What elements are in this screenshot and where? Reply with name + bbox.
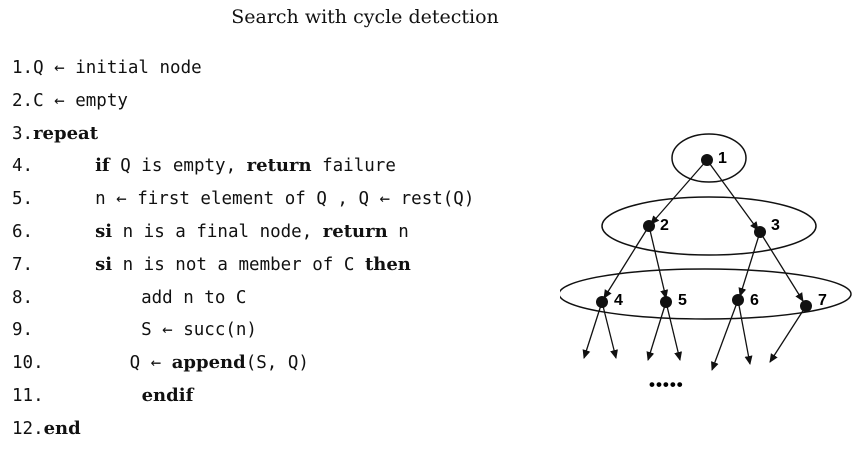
edge-2-4 bbox=[603, 225, 650, 299]
code-line: 4. if Q is empty, return failure bbox=[12, 150, 474, 183]
node-label-7: 7 bbox=[818, 292, 827, 309]
outgoing-arrow bbox=[582, 301, 603, 359]
code-line: 9. S ← succ(n) bbox=[12, 314, 474, 347]
code-keyword: if bbox=[95, 155, 110, 177]
outgoing-arrow bbox=[665, 301, 683, 361]
node-label-3: 3 bbox=[771, 217, 780, 234]
tree-node-3 bbox=[754, 226, 766, 238]
code-line: 6. si n is a final node, return n bbox=[12, 216, 474, 249]
line-number: 1. bbox=[12, 58, 34, 78]
search-tree-diagram: 1 2 3 4 5 6 7 ••••• bbox=[560, 133, 852, 394]
outgoing-arrow bbox=[601, 301, 618, 359]
pseudocode-block: 1.Q ← initial node 2.C ← empty 3.repeat 4. i… bbox=[12, 52, 474, 446]
edge-2-5 bbox=[648, 225, 669, 299]
code-line: 2.C ← empty bbox=[12, 85, 474, 118]
code-keyword: return bbox=[246, 155, 312, 177]
code-text: add n to C bbox=[141, 287, 247, 308]
node-label-5: 5 bbox=[678, 292, 687, 309]
line-number: 8. bbox=[12, 287, 34, 308]
tree-node-2 bbox=[643, 220, 655, 232]
line-number: 9. bbox=[12, 320, 34, 341]
code-line: 3.repeat bbox=[12, 118, 474, 151]
tree-node-1 bbox=[701, 154, 713, 166]
code-text: S ← succ(n) bbox=[141, 320, 257, 341]
code-keyword: then bbox=[364, 253, 411, 275]
line-number: 4. bbox=[12, 156, 34, 177]
diagram-title: Search with cycle detection bbox=[231, 6, 499, 28]
code-line: 10. Q ← append(S, Q) bbox=[12, 347, 474, 380]
code-text: n bbox=[387, 221, 409, 242]
code-line: 7. si n is not a member of C then bbox=[12, 249, 474, 282]
code-line: 1.Q ← initial node bbox=[12, 52, 474, 85]
code-keyword: end bbox=[43, 417, 81, 439]
code-text: Q ← bbox=[129, 353, 172, 374]
line-number: 3. bbox=[12, 123, 34, 144]
code-text: C ← empty bbox=[33, 90, 128, 111]
code-text: n is not a member of C bbox=[112, 254, 365, 275]
line-number: 7. bbox=[12, 254, 34, 275]
line-number: 5. bbox=[12, 189, 34, 210]
node-label-4: 4 bbox=[614, 292, 623, 309]
line-number: 6. bbox=[12, 221, 34, 242]
outgoing-arrow bbox=[646, 301, 667, 361]
tree-node-7 bbox=[800, 300, 812, 312]
code-keyword: endif bbox=[141, 384, 194, 406]
code-keyword: return bbox=[322, 220, 388, 242]
outgoing-arrow bbox=[737, 299, 753, 365]
outgoing-arrow bbox=[711, 299, 739, 371]
code-text: Q ← initial node bbox=[33, 58, 202, 78]
line-number: 10. bbox=[12, 353, 44, 374]
line-number: 11. bbox=[12, 385, 44, 406]
edge-1-3 bbox=[706, 159, 759, 231]
continuation-ellipsis: ••••• bbox=[649, 375, 684, 394]
line-number: 2. bbox=[12, 90, 34, 111]
outgoing-arrow bbox=[769, 305, 807, 363]
edge-3-7 bbox=[759, 231, 804, 302]
code-keyword: si bbox=[95, 253, 113, 275]
level-0-ellipse bbox=[671, 133, 747, 183]
code-line: 12.end bbox=[12, 413, 474, 446]
edge-1-2 bbox=[650, 159, 708, 225]
node-label-6: 6 bbox=[750, 292, 759, 309]
tree-node-6 bbox=[732, 294, 744, 306]
code-text: Q is empty, bbox=[109, 156, 247, 177]
tree-node-5 bbox=[660, 296, 672, 308]
node-label-1: 1 bbox=[718, 150, 727, 167]
level-2-ellipse bbox=[560, 268, 852, 320]
code-keyword: append bbox=[171, 352, 246, 374]
tree-node-4 bbox=[596, 296, 608, 308]
code-line: 11. endif bbox=[12, 380, 474, 413]
code-text: failure bbox=[311, 156, 396, 177]
code-text: n ← first element of Q , Q ← rest(Q) bbox=[95, 189, 475, 210]
code-keyword: si bbox=[95, 220, 113, 242]
level-1-ellipse bbox=[601, 196, 817, 256]
code-text: (S, Q) bbox=[245, 353, 309, 374]
code-text: n is a final node, bbox=[112, 221, 323, 242]
node-label-2: 2 bbox=[660, 217, 669, 234]
code-keyword: repeat bbox=[33, 122, 99, 144]
edge-3-6 bbox=[738, 231, 761, 297]
code-line: 8. add n to C bbox=[12, 282, 474, 315]
line-number: 12. bbox=[12, 418, 44, 439]
code-line: 5. n ← first element of Q , Q ← rest(Q) bbox=[12, 183, 474, 216]
